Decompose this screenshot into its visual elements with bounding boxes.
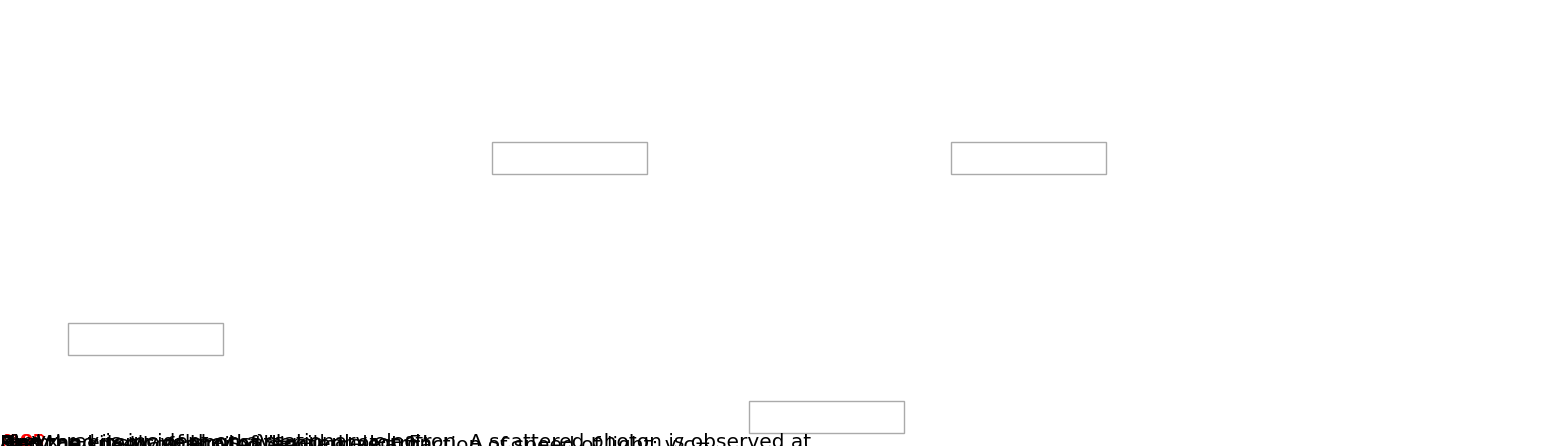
Text: K=: K= [0, 435, 31, 446]
Text: nm.: nm. [11, 434, 56, 446]
Text: .: . [9, 436, 22, 446]
Text: keV and its wavelength λ’=: keV and its wavelength λ’= [6, 434, 290, 446]
FancyBboxPatch shape [750, 401, 905, 433]
Text: 0.05: 0.05 [0, 433, 45, 446]
Text: Find the energy of the scattered photon E’: Find the energy of the scattered photon … [0, 434, 428, 446]
Text: =: = [5, 434, 22, 446]
FancyBboxPatch shape [68, 323, 223, 355]
Text: Find the kinetic energy of recoiled electron: Find the kinetic energy of recoiled elec… [0, 434, 433, 446]
Text: keV.: keV. [3, 435, 50, 446]
Text: 102: 102 [9, 433, 48, 446]
Text: γ: γ [5, 436, 14, 446]
Text: -nm x-ray is incident on a stationary electron. A scattered photon is observed a: -nm x-ray is incident on a stationary el… [2, 433, 818, 446]
Text: °.: °. [9, 433, 26, 446]
Text: Find the speed of recoiled electron as a fraction of speed of light: v/c=: Find the speed of recoiled electron as a… [0, 436, 711, 446]
FancyBboxPatch shape [492, 142, 647, 174]
Text: A: A [0, 433, 20, 446]
FancyBboxPatch shape [951, 142, 1107, 174]
